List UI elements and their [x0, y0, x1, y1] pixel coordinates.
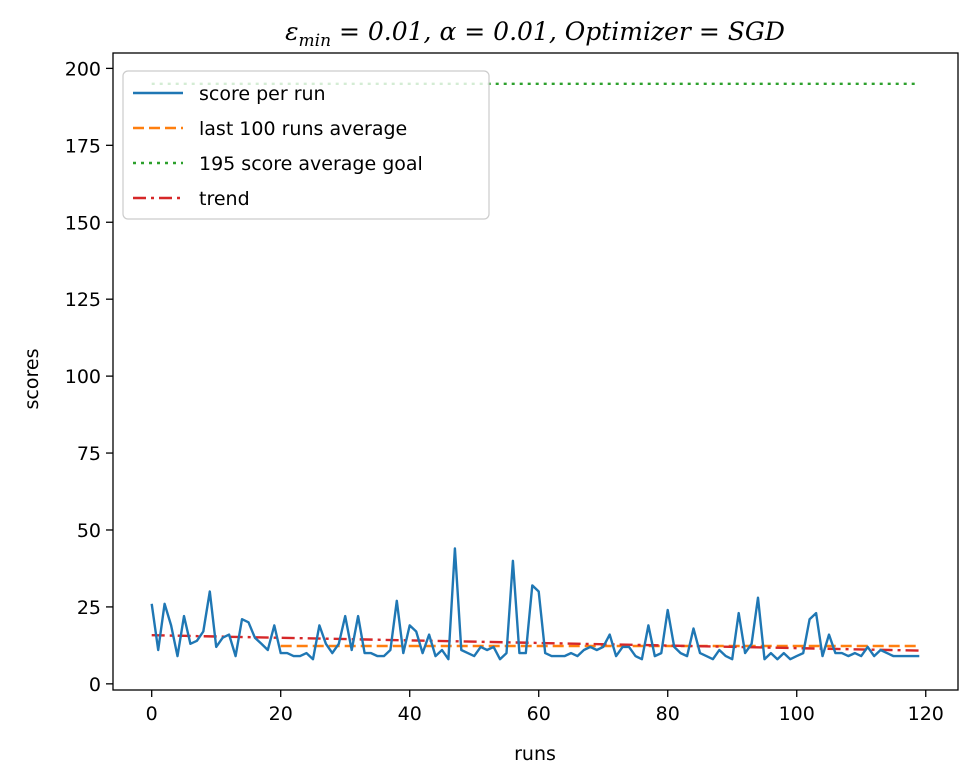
title-epsilon-subscript: min: [299, 31, 332, 51]
y-tick-label: 125: [65, 289, 101, 311]
y-tick-label: 200: [65, 58, 101, 80]
y-axis-label: scores: [21, 349, 43, 410]
x-axis-label: runs: [514, 743, 556, 765]
y-tick-label: 0: [89, 674, 101, 696]
y-tick-label: 175: [65, 135, 101, 157]
x-tick-label: 100: [779, 703, 815, 725]
title-rest: = 0.01, α = 0.01, Optimizer = SGD: [331, 17, 785, 46]
legend: score per run last 100 runs average 195 sc…: [122, 70, 490, 220]
legend-label: last 100 runs average: [199, 118, 407, 140]
y-tick-label: 100: [65, 366, 101, 388]
y-tick-label: 50: [77, 520, 101, 542]
chart-title: εmin = 0.01, α = 0.01, Optimizer = SGD: [285, 17, 785, 51]
x-tick-label: 80: [656, 703, 680, 725]
x-axis: 0 20 40 60 80 100 120: [146, 690, 944, 725]
x-tick-label: 0: [146, 703, 158, 725]
x-tick-label: 20: [269, 703, 293, 725]
plot-area: [112, 52, 959, 691]
title-epsilon: ε: [285, 17, 298, 46]
y-tick-label: 75: [77, 443, 101, 465]
y-tick-label: 150: [65, 212, 101, 234]
x-tick-label: 60: [527, 703, 551, 725]
series-line-score-per-run: [150, 547, 920, 661]
y-tick-label: 25: [77, 597, 101, 619]
plot-frame: [112, 52, 959, 691]
x-tick-label: 40: [398, 703, 422, 725]
y-axis: 0 25 50 75 100 125 150 175 200: [65, 58, 113, 696]
legend-label: score per run: [199, 83, 326, 105]
legend-box: [122, 70, 490, 220]
legend-label: trend: [199, 188, 250, 210]
series-line-trend: [151, 634, 920, 652]
x-tick-label: 120: [908, 703, 944, 725]
legend-label: 195 score average goal: [199, 153, 423, 175]
